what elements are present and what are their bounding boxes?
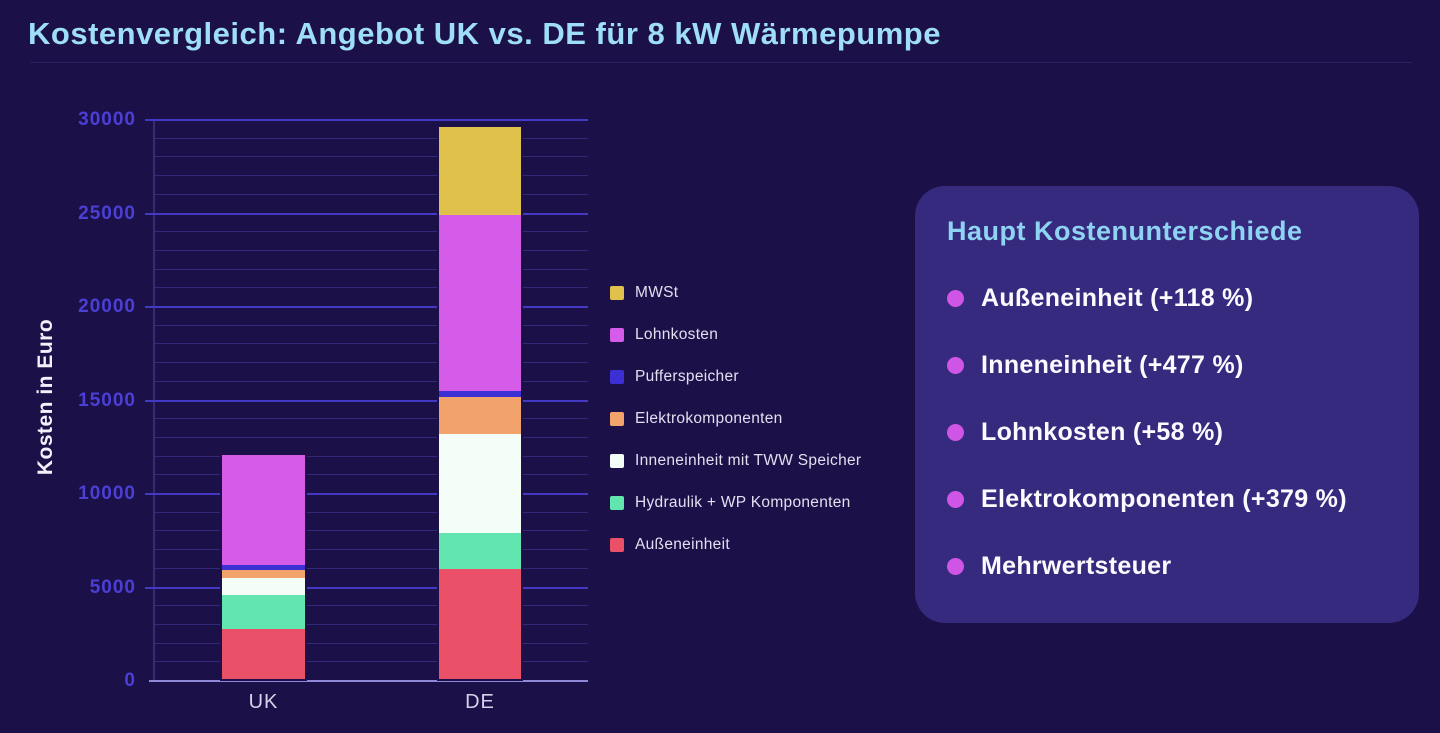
minor-gridline xyxy=(155,474,588,476)
bar-segment-inneneinheit-mit-tww-speicher xyxy=(439,433,521,534)
minor-gridline xyxy=(155,436,588,438)
plot-area: 0 5000 10000 15000 20000 25000 30000 UK DE xyxy=(78,109,588,713)
legend-item: Pufferspeicher xyxy=(610,368,861,386)
minor-gridline xyxy=(155,175,588,177)
panel-item: Lohnkosten (+58 %) xyxy=(947,417,1395,447)
y-tick-label: 25000 xyxy=(78,202,136,224)
bar-segment-au-eneinheit xyxy=(222,629,305,680)
x-tick-label-uk: UK xyxy=(248,691,279,713)
x-tick-label-de: DE xyxy=(465,691,495,713)
bullet-icon xyxy=(947,490,964,508)
panel-title: Haupt Kostenunterschiede xyxy=(947,216,1303,246)
legend-swatch-icon xyxy=(610,538,624,552)
panel-item-label: Lohnkosten (+58 %) xyxy=(981,417,1224,446)
legend-item: Inneneinheit mit TWW Speicher xyxy=(610,452,861,470)
bar-segment-pufferspeicher xyxy=(222,565,305,571)
legend-item: Elektrokomponenten xyxy=(610,410,861,428)
legend-swatch-icon xyxy=(610,370,624,384)
minor-gridline xyxy=(155,156,588,158)
minor-gridline xyxy=(155,530,588,532)
minor-gridline xyxy=(155,343,588,345)
minor-gridline xyxy=(155,623,588,625)
bar-segment-mwst xyxy=(439,126,521,215)
legend-swatch-icon xyxy=(610,328,624,342)
minor-gridline xyxy=(155,231,588,233)
minor-gridline xyxy=(155,549,588,551)
legend-label: Hydraulik + WP Komponenten xyxy=(635,494,851,511)
bar-segment-elektrokomponenten xyxy=(222,570,305,578)
minor-gridline xyxy=(155,287,588,289)
bar-segment-elektrokomponenten xyxy=(439,396,521,434)
legend-label: MWSt xyxy=(635,284,679,301)
minor-gridline xyxy=(155,642,588,644)
minor-gridline xyxy=(155,455,588,457)
bar-segment-hydraulik-wp-komponenten xyxy=(439,533,521,570)
panel-item: Elektrokomponenten (+379 %) xyxy=(947,484,1395,514)
key-differences-panel: Haupt Kostenunterschiede Außeneinheit (+… xyxy=(915,186,1419,623)
major-gridline xyxy=(145,212,588,215)
bullet-icon xyxy=(947,423,964,441)
minor-gridline xyxy=(155,362,588,364)
bullet-icon xyxy=(947,557,964,575)
minor-gridline xyxy=(155,380,588,382)
y-tick-label: 15000 xyxy=(78,389,136,411)
bar-segment-inneneinheit-mit-tww-speicher xyxy=(222,577,305,595)
minor-gridline xyxy=(155,268,588,270)
panel-item: Mehrwertsteuer xyxy=(947,551,1395,581)
bullet-icon xyxy=(947,289,964,307)
minor-gridline xyxy=(155,249,588,251)
bar-segment-au-eneinheit xyxy=(439,569,521,679)
bar-segment-hydraulik-wp-komponenten xyxy=(222,594,305,630)
legend-swatch-icon xyxy=(610,496,624,510)
minor-gridline xyxy=(155,661,588,663)
minor-gridline xyxy=(155,137,588,139)
minor-gridline xyxy=(155,605,588,607)
minor-gridline xyxy=(155,324,588,326)
panel-item-label: Außeneinheit (+118 %) xyxy=(981,283,1254,312)
legend-label: Inneneinheit mit TWW Speicher xyxy=(635,452,862,469)
bullet-icon xyxy=(947,356,964,374)
major-gridline xyxy=(145,586,588,589)
legend-item: Lohnkosten xyxy=(610,326,861,344)
legend-item: Hydraulik + WP Komponenten xyxy=(610,494,861,512)
chart-legend: MWSt Lohnkosten Pufferspeicher Elektrokompo… xyxy=(610,284,861,554)
panel-item-label: Elektrokomponenten (+379 %) xyxy=(981,484,1347,513)
bar-de xyxy=(437,124,523,681)
bar-segment-pufferspeicher xyxy=(439,391,521,397)
bar-segment-lohnkosten xyxy=(222,455,305,566)
major-gridline xyxy=(145,399,588,402)
legend-swatch-icon xyxy=(610,454,624,468)
panel-item: Außeneinheit (+118 %) xyxy=(947,283,1395,313)
legend-swatch-icon xyxy=(610,286,624,300)
bar-segment-lohnkosten xyxy=(439,214,521,392)
major-gridline xyxy=(145,306,588,308)
major-gridline xyxy=(145,493,588,495)
legend-item: Außeneinheit xyxy=(610,536,861,554)
y-tick-label: 30000 xyxy=(78,109,136,130)
minor-gridline xyxy=(155,567,588,569)
y-tick-label: 0 xyxy=(124,670,136,691)
panel-item-label: Inneneinheit (+477 %) xyxy=(981,350,1244,379)
y-tick-label: 5000 xyxy=(89,576,136,598)
minor-gridline xyxy=(155,511,588,513)
x-axis-line xyxy=(149,680,588,682)
minor-gridline xyxy=(155,193,588,195)
bar-uk xyxy=(220,453,307,681)
legend-item: MWSt xyxy=(610,284,861,302)
panel-item-label: Mehrwertsteuer xyxy=(981,551,1172,580)
legend-label: Außeneinheit xyxy=(635,536,730,553)
legend-label: Lohnkosten xyxy=(635,326,719,343)
y-tick-label: 10000 xyxy=(78,483,136,504)
legend-label: Elektrokomponenten xyxy=(635,410,783,427)
major-gridline xyxy=(145,119,588,121)
panel-item: Inneneinheit (+477 %) xyxy=(947,350,1395,380)
panel-item-list: Außeneinheit (+118 %) Inneneinheit (+477 … xyxy=(947,283,1395,581)
y-tick-label: 20000 xyxy=(78,296,136,317)
legend-swatch-icon xyxy=(610,412,624,426)
header-divider xyxy=(30,62,1412,63)
minor-gridline xyxy=(155,418,588,420)
legend-label: Pufferspeicher xyxy=(635,368,739,385)
page-title: Kostenvergleich: Angebot UK vs. DE für 8… xyxy=(28,16,941,51)
